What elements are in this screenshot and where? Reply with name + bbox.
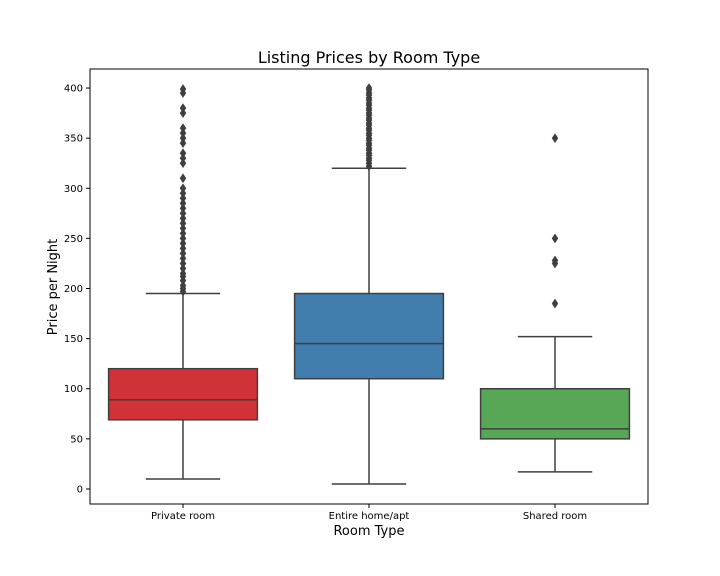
outlier-point-shared-room	[551, 233, 559, 244]
plot-area: 0 50 100 150 200 250 300 350 400 Private room Enti…	[64, 83, 631, 522]
outlier-point-private-room	[179, 138, 187, 149]
outlier-point-private-room	[179, 208, 187, 219]
outlier-point-shared-room	[551, 133, 559, 144]
outlier-point-private-room	[179, 280, 187, 291]
box-private-room	[107, 367, 259, 421]
outlier-point-private-room	[179, 268, 187, 279]
outlier-point-shared-room	[551, 255, 559, 266]
outlier-point-private-room	[179, 103, 187, 114]
y-tick-label: 200	[64, 284, 83, 295]
y-tick-label: 350	[64, 134, 83, 145]
outlier-point-private-room	[179, 158, 187, 169]
y-tick-label: 400	[64, 84, 83, 95]
y-tick-label: 100	[64, 384, 83, 395]
outlier-point-private-room	[179, 193, 187, 204]
x-tick-label: Private room	[151, 511, 215, 522]
y-tick-label: 250	[64, 234, 83, 245]
outlier-point-private-room	[179, 108, 187, 119]
box-entire-home-apt	[293, 292, 445, 380]
y-tick-label: 50	[70, 434, 83, 445]
outlier-point-private-room	[179, 84, 187, 94]
chart-title: Listing Prices by Room Type	[258, 48, 480, 67]
x-tick-label: Entire home/apt	[329, 511, 410, 522]
outlier-point-private-room	[179, 263, 187, 274]
outlier-point-private-room	[179, 213, 187, 224]
outlier-point-private-room	[179, 258, 187, 269]
outlier-point-private-room	[179, 203, 187, 214]
outlier-point-entire-home-apt	[365, 83, 373, 93]
y-axis-label: Price per Night	[46, 239, 61, 336]
box-shared-room	[479, 387, 631, 440]
outlier-point-private-room	[179, 233, 187, 244]
outlier-point-private-room	[179, 223, 187, 234]
outlier-point-shared-room	[551, 298, 559, 309]
outlier-point-private-room	[179, 183, 187, 194]
outlier-point-private-room	[179, 173, 187, 184]
y-tick-label: 150	[64, 334, 83, 345]
outlier-point-private-room	[179, 188, 187, 199]
outlier-point-private-room	[179, 153, 187, 164]
outlier-point-private-room	[179, 123, 187, 134]
outlier-point-private-room	[179, 148, 187, 159]
outlier-point-private-room	[179, 133, 187, 144]
y-tick-label: 300	[64, 184, 83, 195]
outlier-point-private-room	[179, 198, 187, 209]
y-tick-label: 0	[77, 484, 83, 495]
x-tick-label: Shared room	[523, 511, 587, 522]
x-axis-label: Room Type	[333, 524, 404, 539]
outlier-point-private-room	[179, 228, 187, 239]
outlier-point-private-room	[179, 253, 187, 264]
outlier-point-private-room	[179, 248, 187, 259]
outlier-point-private-room	[179, 243, 187, 254]
outlier-point-private-room	[179, 218, 187, 229]
outlier-point-private-room	[179, 238, 187, 249]
outlier-point-private-room	[179, 128, 187, 139]
